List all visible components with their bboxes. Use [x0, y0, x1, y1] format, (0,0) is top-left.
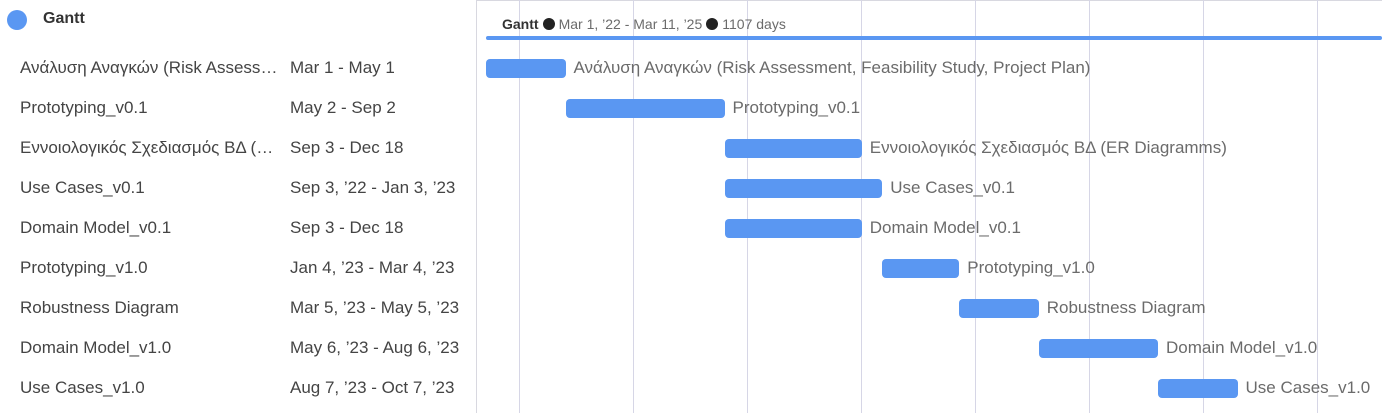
task-row[interactable]: Domain Model_v0.1 Sep 3 - Dec 18: [0, 208, 476, 248]
task-dates: Sep 3 - Dec 18: [290, 218, 404, 237]
timeline-pane: Gantt Mar 1, ’22 - Mar 11, ’25 1107 days Α…: [477, 0, 1382, 413]
grid-line: [633, 0, 634, 413]
task-list-header: Gantt: [0, 0, 476, 40]
task-name: Use Cases_v1.0: [20, 378, 145, 397]
summary-date-range: Mar 1, ’22 - Mar 11, ’25: [558, 16, 703, 32]
task-bar-label: Domain Model_v1.0: [1166, 338, 1318, 357]
task-bar[interactable]: [1158, 379, 1238, 398]
task-row[interactable]: Εννοιολογικός Σχεδιασμός ΒΔ (ER Diagramm…: [0, 128, 476, 168]
task-name: Use Cases_v0.1: [20, 178, 145, 197]
task-bar[interactable]: [959, 299, 1039, 318]
timeline-top-border: [477, 0, 1382, 1]
task-row[interactable]: Prototyping_v1.0 Jan 4, ’23 - Mar 4, ’23: [0, 248, 476, 288]
task-bar[interactable]: [724, 179, 883, 198]
task-name: Prototyping_v0.1: [20, 98, 148, 117]
task-dates: Sep 3, ’22 - Jan 3, ’23: [290, 178, 456, 197]
project-summary-label: Gantt Mar 1, ’22 - Mar 11, ’25 1107 days: [502, 16, 786, 32]
task-list-pane: Gantt Ανάλυση Αναγκών (Risk Assessment, …: [0, 0, 476, 413]
task-name: Ανάλυση Αναγκών (Risk Assessment, Feasib…: [20, 58, 278, 77]
task-name: Prototyping_v1.0: [20, 258, 148, 277]
task-bar-label: Robustness Diagram: [1046, 298, 1206, 317]
task-bar[interactable]: [1038, 339, 1159, 358]
task-bar-label: Prototyping_v0.1: [732, 98, 861, 117]
task-bar[interactable]: [565, 99, 725, 118]
task-bar[interactable]: [486, 59, 566, 78]
task-dates: Mar 5, ’23 - May 5, ’23: [290, 298, 460, 317]
project-title: Gantt: [43, 10, 85, 27]
task-bar-label: Domain Model_v0.1: [869, 218, 1021, 237]
bullet-icon: [542, 18, 555, 30]
task-row[interactable]: Domain Model_v1.0 May 6, ’23 - Aug 6, ’23: [0, 328, 476, 368]
task-dates: Mar 1 - May 1: [290, 58, 395, 77]
task-name: Domain Model_v0.1: [20, 218, 172, 237]
task-dates: Aug 7, ’23 - Oct 7, ’23: [290, 378, 455, 397]
task-dates: May 6, ’23 - Aug 6, ’23: [290, 338, 460, 357]
bullet-icon: [706, 18, 719, 30]
summary-project-name: Gantt: [502, 16, 539, 32]
task-bar[interactable]: [724, 219, 862, 238]
grid-line: [861, 0, 862, 413]
task-bar-label: Use Cases_v1.0: [1245, 378, 1371, 397]
task-name: Εννοιολογικός Σχεδιασμός ΒΔ (ER Diagramm…: [20, 138, 278, 157]
summary-duration: 1107 days: [722, 16, 786, 32]
project-color-dot-icon: [7, 10, 27, 30]
task-dates: Sep 3 - Dec 18: [290, 138, 404, 157]
task-bar[interactable]: [724, 139, 862, 158]
project-summary-bar[interactable]: [486, 36, 1382, 40]
task-bar-label: Use Cases_v0.1: [890, 178, 1016, 197]
task-bar-label: Ανάλυση Αναγκών (Risk Assessment, Feasib…: [573, 58, 1091, 77]
grid-line: [519, 0, 520, 413]
task-row[interactable]: Prototyping_v0.1 May 2 - Sep 2: [0, 88, 476, 128]
task-row[interactable]: Use Cases_v1.0 Aug 7, ’23 - Oct 7, ’23: [0, 368, 476, 408]
task-bar[interactable]: [882, 259, 960, 278]
grid-line: [975, 0, 976, 413]
pane-divider[interactable]: [476, 0, 477, 413]
task-dates: May 2 - Sep 2: [290, 98, 396, 117]
task-row[interactable]: Use Cases_v0.1 Sep 3, ’22 - Jan 3, ’23: [0, 168, 476, 208]
task-dates: Jan 4, ’23 - Mar 4, ’23: [290, 258, 455, 277]
task-bar-label: Prototyping_v1.0: [967, 258, 1095, 277]
task-row[interactable]: Ανάλυση Αναγκών (Risk Assessment, Feasib…: [0, 48, 476, 88]
task-bar-label: Εννοιολογικός Σχεδιασμός ΒΔ (ER Diagramm…: [869, 138, 1227, 157]
task-name: Robustness Diagram: [20, 298, 179, 317]
task-name: Domain Model_v1.0: [20, 338, 172, 357]
grid-line: [1317, 0, 1318, 413]
grid-line: [1089, 0, 1090, 413]
task-row[interactable]: Robustness Diagram Mar 5, ’23 - May 5, ’2…: [0, 288, 476, 328]
grid-line: [747, 0, 748, 413]
grid-line: [1203, 0, 1204, 413]
